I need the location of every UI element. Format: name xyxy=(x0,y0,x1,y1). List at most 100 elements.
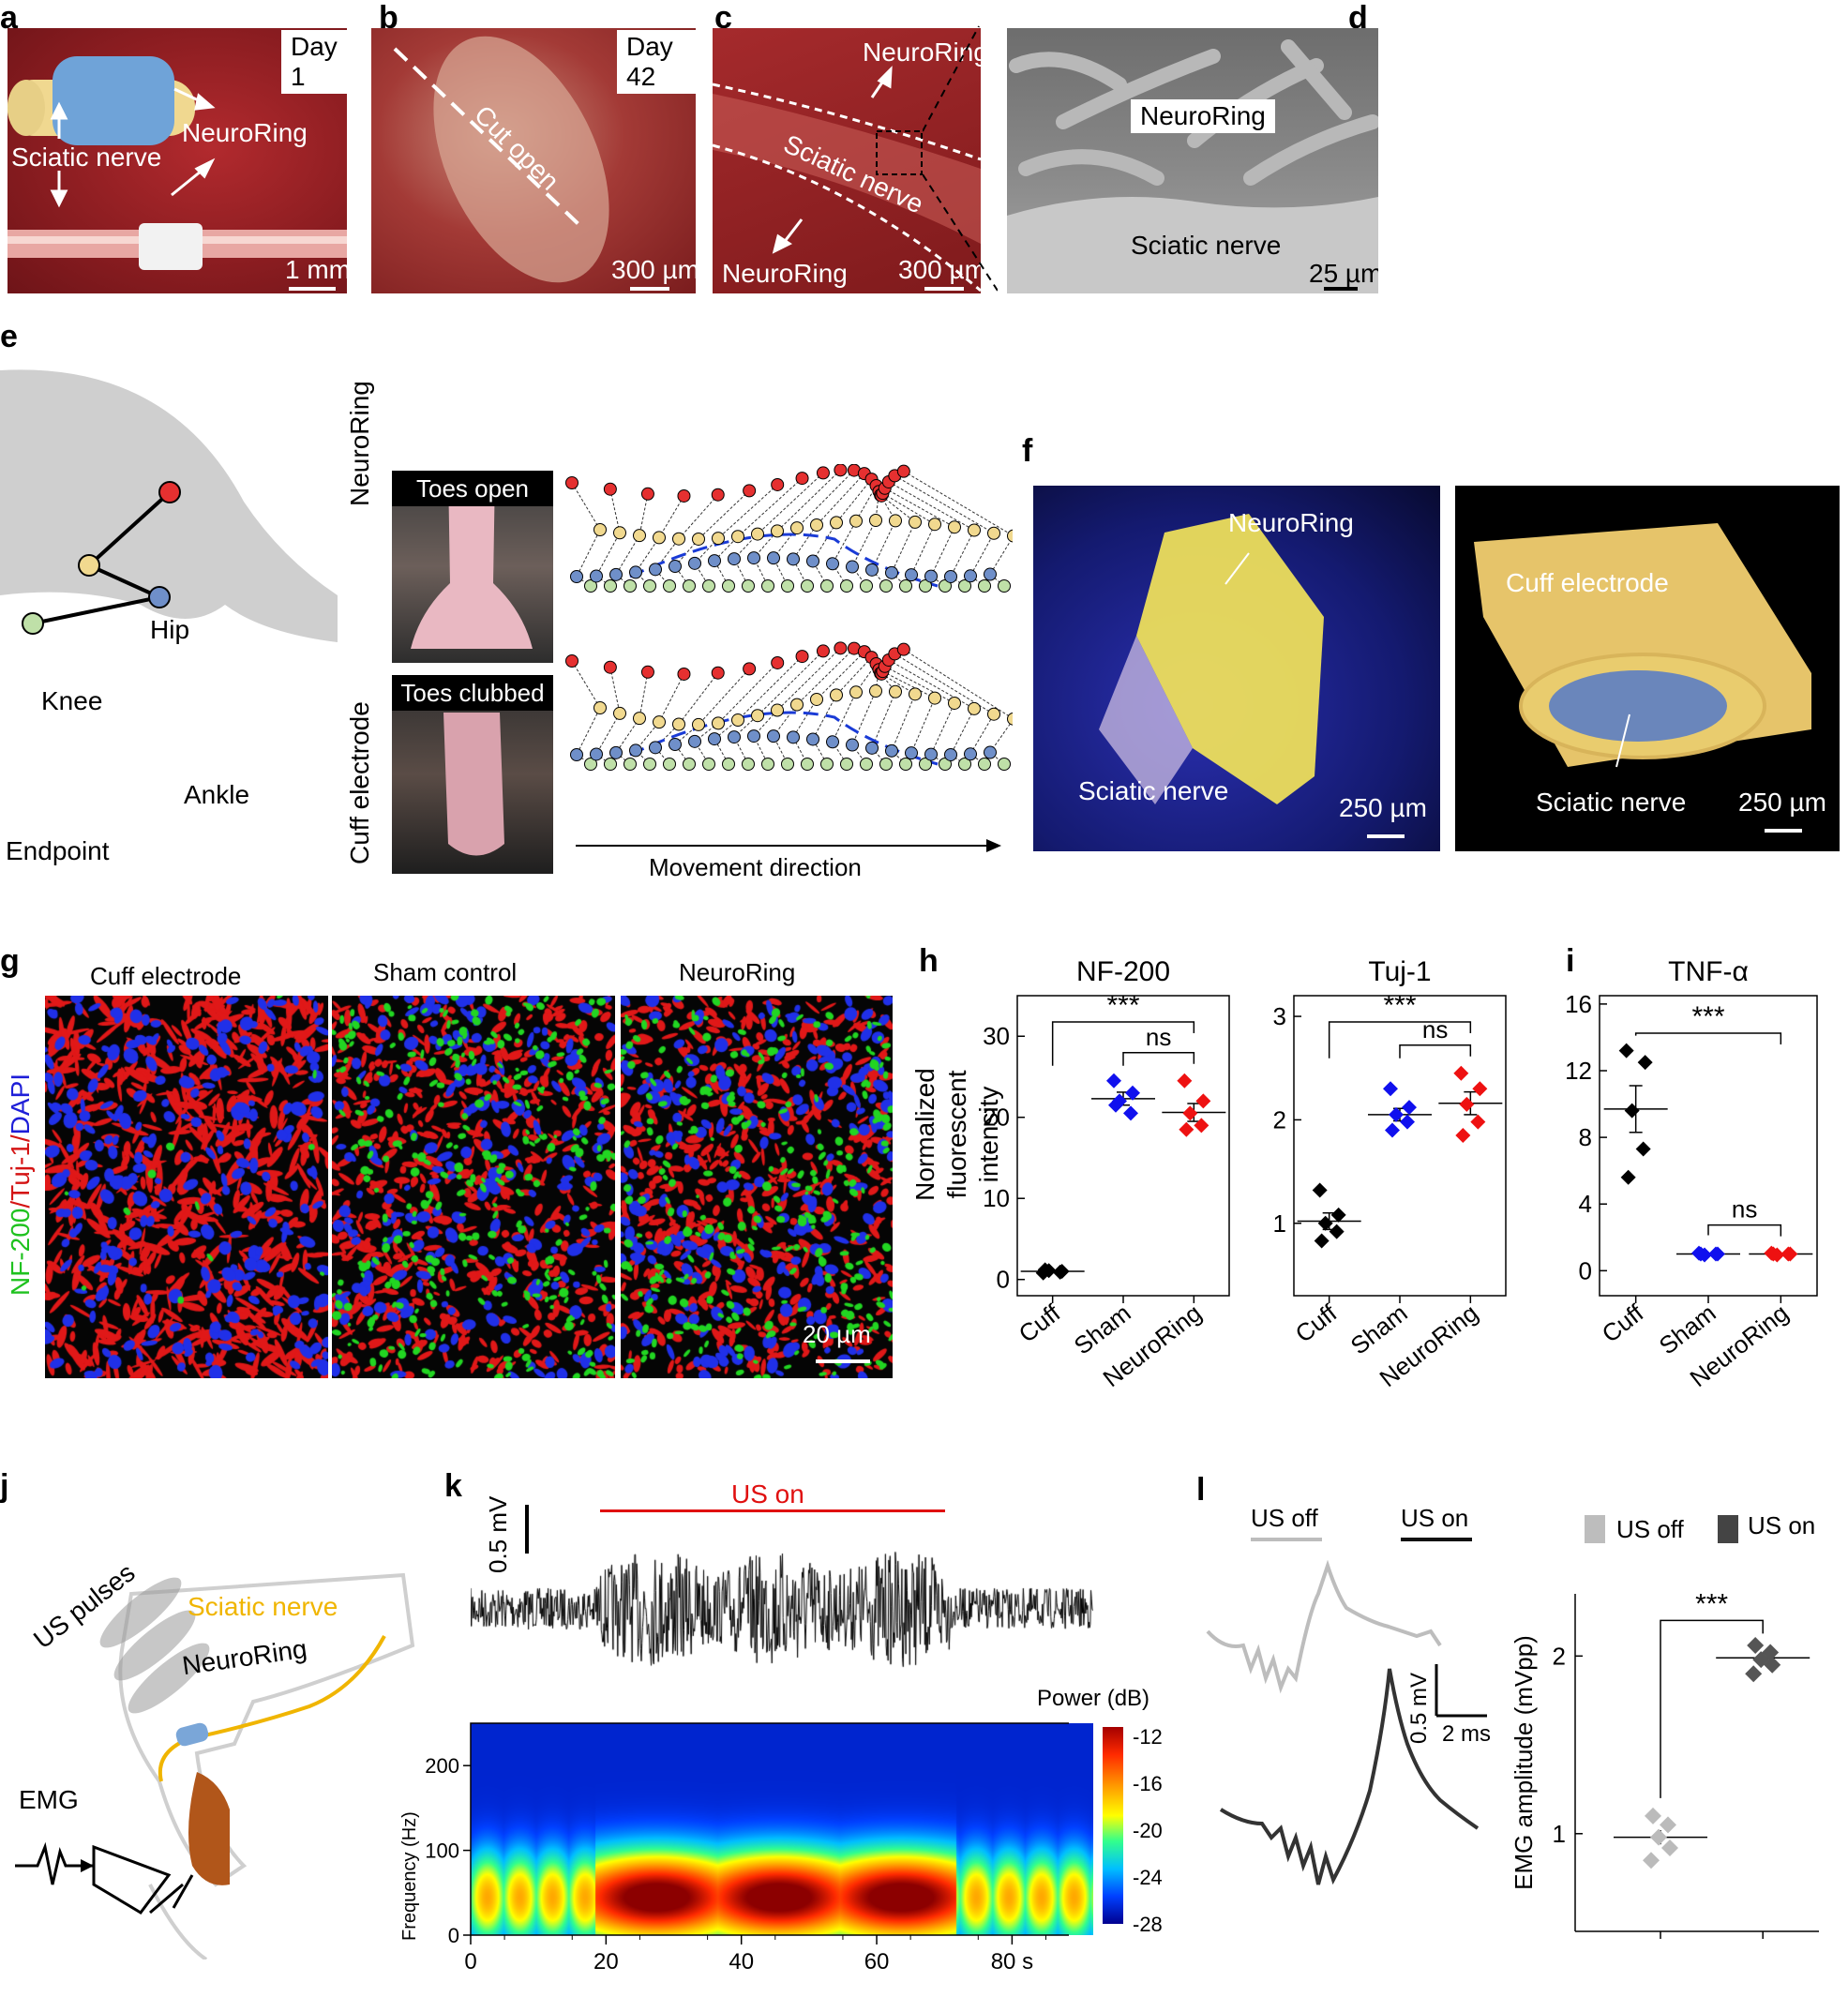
joint-marker xyxy=(629,743,642,758)
column-label-sham: Sham control xyxy=(373,958,518,986)
joint-marker xyxy=(896,464,910,478)
joint-marker xyxy=(909,687,922,701)
joint-marker xyxy=(702,579,715,593)
joint-marker xyxy=(787,730,800,744)
scale-bar-f-right xyxy=(1765,829,1802,833)
significance-label: *** xyxy=(1691,1001,1724,1032)
joint-marker xyxy=(928,691,941,705)
time-tick-label: 60 xyxy=(864,1949,890,1974)
panel-label-i: i xyxy=(1566,943,1575,979)
chart-title: NF-200 xyxy=(1076,956,1170,987)
y-tick-label: 3 xyxy=(1273,1002,1286,1030)
y-tick-label: 2 xyxy=(1273,1105,1286,1134)
data-point xyxy=(1177,1073,1193,1089)
emg-waveforms xyxy=(1206,1559,1487,1885)
sciatic-nerve-label: Sciatic nerve xyxy=(11,143,162,172)
stick-figure xyxy=(714,477,803,587)
colorbar-tick-label: -28 xyxy=(1133,1913,1163,1936)
photo-day1: Day 1 Sciatic nerve NeuroRing 1 mm xyxy=(8,28,347,293)
y-tick-label: 4 xyxy=(1579,1190,1592,1218)
joint-marker xyxy=(609,745,623,759)
joint-marker xyxy=(869,514,882,528)
joint-marker xyxy=(677,488,691,503)
y-tick-label: 2 xyxy=(1553,1642,1566,1670)
joint-marker xyxy=(830,688,843,702)
joint-marker xyxy=(964,569,977,583)
data-point xyxy=(1762,1644,1780,1661)
joint-marker xyxy=(624,579,637,593)
sciatic-nerve-label-d: Sciatic nerve xyxy=(1131,231,1282,260)
us-on-line-key xyxy=(1401,1538,1472,1541)
k-scale-bar xyxy=(525,1505,529,1554)
stick-figure xyxy=(832,663,877,765)
joint-marker xyxy=(590,747,603,761)
joint-marker xyxy=(806,554,819,568)
stick-figure xyxy=(571,660,601,765)
x-tick-label: Cuff xyxy=(1014,1299,1066,1348)
joint-marker xyxy=(834,464,848,477)
data-point xyxy=(1470,1114,1486,1130)
joint-marker xyxy=(603,482,617,496)
joint-marker xyxy=(810,518,823,532)
data-point xyxy=(1330,1207,1346,1223)
joint-marker xyxy=(742,579,755,593)
panel-label-a: a xyxy=(0,0,18,36)
neuroring-bottom-label: NeuroRing xyxy=(722,259,848,288)
panel-label-k: k xyxy=(444,1468,462,1504)
joint-marker xyxy=(584,579,597,593)
stain-axis-label: NF-200/Tuj-1/DAPI xyxy=(6,1074,36,1296)
joint-marker xyxy=(958,579,971,593)
data-point xyxy=(1389,1106,1404,1122)
scale-bar-a xyxy=(289,287,336,291)
joint-marker xyxy=(919,579,932,593)
time-tick-label: 80 s xyxy=(991,1949,1033,1974)
joint-marker xyxy=(593,523,607,536)
joint-marker xyxy=(964,747,977,761)
y-tick-label: 1 xyxy=(1553,1820,1566,1848)
joint-marker xyxy=(742,758,755,771)
data-point xyxy=(1123,1105,1138,1121)
data-point xyxy=(1400,1114,1415,1130)
cuff-electrode-label-f: Cuff electrode xyxy=(1506,568,1669,597)
joint-marker xyxy=(896,642,910,656)
spectrogram xyxy=(471,1723,1093,1935)
emg-label: EMG xyxy=(19,1785,79,1814)
stick-figure xyxy=(694,662,778,765)
plot-frame xyxy=(1293,995,1507,1297)
column-label-neuroring: NeuroRing xyxy=(679,958,796,986)
joint-marker xyxy=(722,758,735,771)
scale-bar-g xyxy=(816,1359,870,1363)
data-point xyxy=(1635,1141,1651,1157)
joint-marker xyxy=(889,514,902,528)
joint-marker xyxy=(860,758,873,771)
data-point xyxy=(1179,1121,1194,1137)
data-point xyxy=(1453,1065,1469,1081)
significance-label: ns xyxy=(1422,1015,1448,1044)
joint-marker xyxy=(683,758,696,771)
joint-marker xyxy=(649,563,662,577)
stick-figure xyxy=(812,656,872,765)
data-point xyxy=(1182,1105,1198,1121)
joint-marker xyxy=(751,527,764,541)
data-point xyxy=(1693,1246,1708,1262)
scale-label-a: 1 mm xyxy=(285,255,347,284)
legend-on-swatch xyxy=(1718,1515,1738,1543)
joint-marker xyxy=(633,712,646,726)
l-scale-v: 0.5 mV xyxy=(1406,1672,1432,1744)
joint-marker xyxy=(771,477,785,491)
emg-trace xyxy=(471,1543,1093,1674)
joint-marker xyxy=(692,717,705,731)
panel-label-h: h xyxy=(919,943,939,979)
stick-figure xyxy=(615,671,649,765)
joint-marker xyxy=(885,565,898,579)
panel-label-d: d xyxy=(1348,0,1368,36)
arrows-a xyxy=(50,87,216,208)
nerve-outline xyxy=(713,66,981,293)
panel-label-j: j xyxy=(0,1468,9,1504)
joint-marker xyxy=(604,758,617,771)
data-point xyxy=(1402,1100,1417,1116)
data-point xyxy=(1194,1118,1209,1134)
joint-marker xyxy=(909,515,922,529)
